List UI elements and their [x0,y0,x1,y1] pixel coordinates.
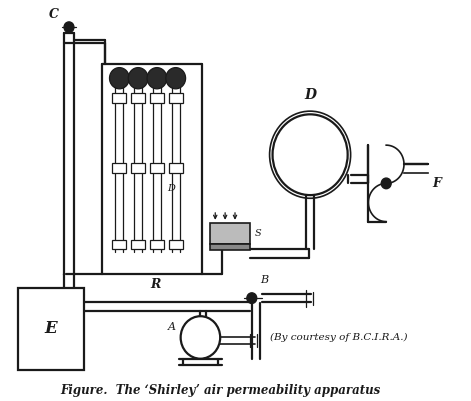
Text: S: S [255,229,261,238]
Bar [131,93,145,103]
Text: D: D [167,184,175,193]
Bar [169,240,183,249]
Circle shape [64,22,74,32]
Text: (By courtesy of B.C.I.R.A.): (By courtesy of B.C.I.R.A.) [270,333,407,342]
Bar [113,240,126,249]
Circle shape [128,68,148,89]
Bar [150,240,164,249]
Bar [150,93,164,103]
Circle shape [166,68,186,89]
Text: B: B [260,275,268,286]
Bar [150,163,164,173]
Bar [210,223,250,244]
Circle shape [381,178,391,189]
Circle shape [147,68,167,89]
Bar [131,240,145,249]
Text: C: C [49,8,59,21]
Bar [210,244,250,250]
Text: R: R [151,278,161,291]
Text: Figure.  The ‘Shirley’ air permeability apparatus: Figure. The ‘Shirley’ air permeability a… [60,384,380,397]
Bar [113,93,126,103]
Bar [131,163,145,173]
Bar [169,93,183,103]
Bar [169,163,183,173]
Circle shape [181,316,220,359]
Circle shape [247,293,257,304]
Text: E: E [44,320,57,338]
Circle shape [109,68,129,89]
Text: A: A [168,322,176,332]
Bar [113,163,126,173]
Circle shape [273,114,348,195]
Text: D: D [304,87,316,101]
Bar [17,288,84,371]
Text: F: F [433,177,441,190]
